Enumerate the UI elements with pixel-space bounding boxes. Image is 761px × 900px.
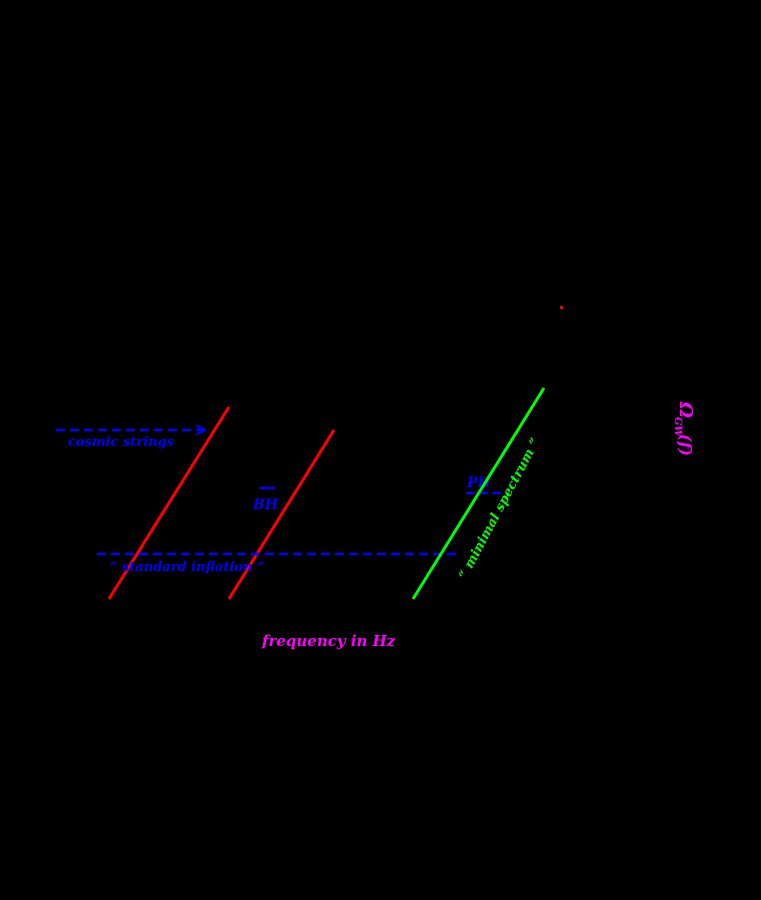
ph-label: PH (466, 475, 492, 491)
bh-label: BH (252, 497, 279, 513)
red-dot-marker (560, 306, 563, 309)
y-axis-label-arg: (f) (676, 434, 695, 456)
red-spectrum-line-2 (227, 429, 336, 600)
y-axis-label-subscript: GW (672, 417, 683, 439)
x-axis-label: frequency in Hz (261, 632, 396, 650)
y-axis-label-omega: Ω (675, 401, 696, 418)
standard-inflation-label: “ standard inflation ” (110, 560, 265, 575)
cosmic-strings-label: cosmic strings (68, 435, 175, 450)
y-axis-label: Ω GW (f) (672, 401, 696, 456)
minimal-spectrum-line (411, 387, 546, 600)
red-spectrum-line-1 (107, 406, 231, 600)
